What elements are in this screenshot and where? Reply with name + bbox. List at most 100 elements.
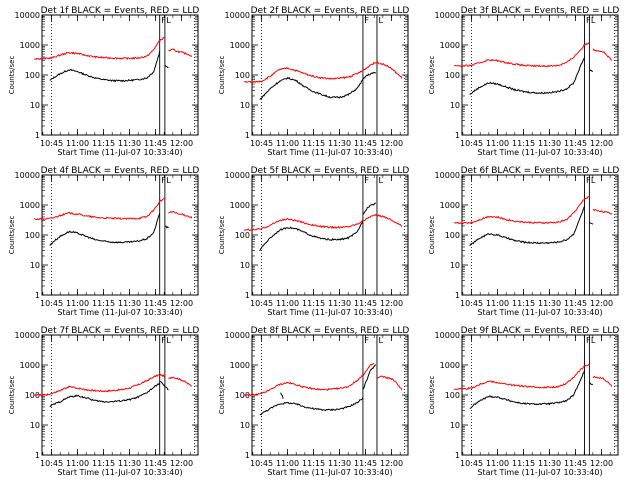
x-axis-label: Start Time (11-Jul-07 10:33:40) [477, 308, 602, 317]
y-tick-label: 100 [25, 391, 40, 400]
y-tick-label: 1 [245, 451, 250, 460]
y-tick-label: 1 [245, 291, 250, 300]
x-tick-label: 11:30 [328, 459, 351, 468]
events-series-line [469, 206, 585, 247]
events-series-line [469, 57, 585, 96]
marker-label: L [591, 16, 596, 25]
y-axis-label: Counts/sec [8, 56, 16, 95]
chart-title: Det 3f BLACK = Events, RED = LLD [461, 6, 620, 16]
y-tick-label: 1 [455, 451, 460, 460]
x-tick-label: 10:45 [40, 299, 63, 308]
y-tick-label: 1 [35, 291, 40, 300]
x-tick-label: 12:00 [170, 299, 193, 308]
lld-series-line [243, 217, 364, 231]
lld-series-line [592, 375, 613, 387]
chart-panel-4: Det 4f BLACK = Events, RED = LLD 1 10 100 10… [8, 166, 199, 317]
x-tick-label: 11:30 [538, 139, 561, 148]
marker-label: F [586, 176, 591, 185]
events-series-line [589, 222, 594, 225]
x-tick-label: 11:15 [92, 139, 115, 148]
y-axis-label: Counts/sec [428, 216, 436, 255]
x-tick-label: 10:45 [40, 459, 63, 468]
plot-frame [251, 174, 409, 296]
marker-label: F [586, 336, 591, 345]
chart-panel-9: Det 9f BLACK = Events, RED = LLD 1 10 100 10… [428, 326, 619, 477]
y-tick-label: 10000 [15, 331, 40, 340]
marker-label: L [166, 176, 171, 185]
x-tick-label: 11:00 [66, 459, 89, 468]
x-axis-label: Start Time (11-Jul-07 10:33:40) [267, 148, 392, 157]
x-tick-label: 12:00 [590, 139, 613, 148]
x-tick-label: 10:45 [460, 459, 483, 468]
x-tick-label: 11:00 [486, 459, 509, 468]
plot-frame [41, 174, 199, 296]
x-tick-label: 12:00 [170, 139, 193, 148]
events-series-line [589, 382, 594, 386]
y-tick-label: 10 [30, 261, 40, 270]
y-tick-label: 10 [240, 101, 250, 110]
y-tick-label: 10000 [435, 11, 460, 20]
lld-series-line [244, 363, 375, 397]
x-tick-label: 11:30 [328, 299, 351, 308]
marker-label: L [166, 336, 171, 345]
x-tick-label: 12:00 [380, 139, 403, 148]
chart-title: Det 4f BLACK = Events, RED = LLD [41, 166, 200, 176]
y-tick-label: 1 [245, 131, 250, 140]
events-series-line [259, 76, 364, 100]
plot-frame [461, 14, 619, 136]
y-tick-label: 1000 [440, 361, 460, 370]
chart-title: Det 2f BLACK = Events, RED = LLD [251, 6, 410, 16]
lld-series-line [453, 363, 590, 390]
y-tick-label: 100 [25, 231, 40, 240]
chart-panel-7: Det 7f BLACK = Events, RED = LLD 1 10 100 10… [8, 326, 199, 477]
y-axis-label: Counts/sec [218, 216, 226, 255]
x-axis-label: Start Time (11-Jul-07 10:33:40) [57, 308, 182, 317]
chart-panel-6: Det 6f BLACK = Events, RED = LLD 1 10 100 10… [428, 166, 619, 317]
x-tick-label: 10:45 [460, 139, 483, 148]
x-tick-label: 10:45 [250, 459, 273, 468]
marker-label: F [161, 16, 166, 25]
x-tick-label: 10:45 [250, 139, 273, 148]
chart-panel-5: Det 5f BLACK = Events, RED = LLD 1 10 100 10… [218, 166, 409, 317]
x-tick-label: 11:15 [512, 459, 535, 468]
marker-label: L [378, 16, 383, 25]
x-tick-label: 12:00 [590, 299, 613, 308]
x-tick-label: 11:15 [302, 459, 325, 468]
x-tick-label: 11:30 [538, 299, 561, 308]
marker-label: F [364, 176, 369, 185]
lld-series-line [376, 375, 403, 391]
x-tick-label: 11:45 [564, 299, 587, 308]
x-tick-label: 11:45 [354, 299, 377, 308]
y-tick-label: 10000 [435, 331, 460, 340]
events-series-line [589, 69, 593, 72]
chart-panel-8: Det 8f BLACK = Events, RED = LLD 1 10 100 10… [218, 326, 409, 477]
y-tick-label: 1000 [20, 201, 40, 210]
x-tick-label: 11:15 [92, 459, 115, 468]
y-tick-label: 10000 [15, 171, 40, 180]
chart-title: Det 7f BLACK = Events, RED = LLD [41, 326, 200, 336]
chart-panel-1: Det 1f BLACK = Events, RED = LLD 1 10 100 10… [8, 6, 199, 157]
y-tick-label: 1000 [20, 41, 40, 50]
marker-label: L [166, 16, 171, 25]
y-tick-label: 1 [35, 131, 40, 140]
events-series-line [469, 369, 585, 409]
x-tick-label: 11:45 [354, 139, 377, 148]
marker-label: F [364, 16, 369, 25]
marker-label: L [378, 176, 383, 185]
events-series-line [259, 220, 364, 252]
x-tick-label: 11:30 [118, 299, 141, 308]
x-tick-label: 11:00 [276, 299, 299, 308]
events-series-line [49, 382, 161, 408]
lld-series-line [33, 198, 166, 221]
x-tick-label: 11:45 [144, 459, 167, 468]
x-tick-label: 11:15 [512, 139, 535, 148]
x-tick-label: 11:00 [486, 139, 509, 148]
y-tick-label: 1000 [230, 361, 250, 370]
x-tick-label: 10:45 [40, 139, 63, 148]
y-tick-label: 100 [235, 391, 250, 400]
x-tick-label: 11:15 [512, 299, 535, 308]
lld-series-line [592, 209, 613, 215]
x-tick-label: 11:45 [144, 299, 167, 308]
y-tick-label: 10000 [225, 171, 250, 180]
